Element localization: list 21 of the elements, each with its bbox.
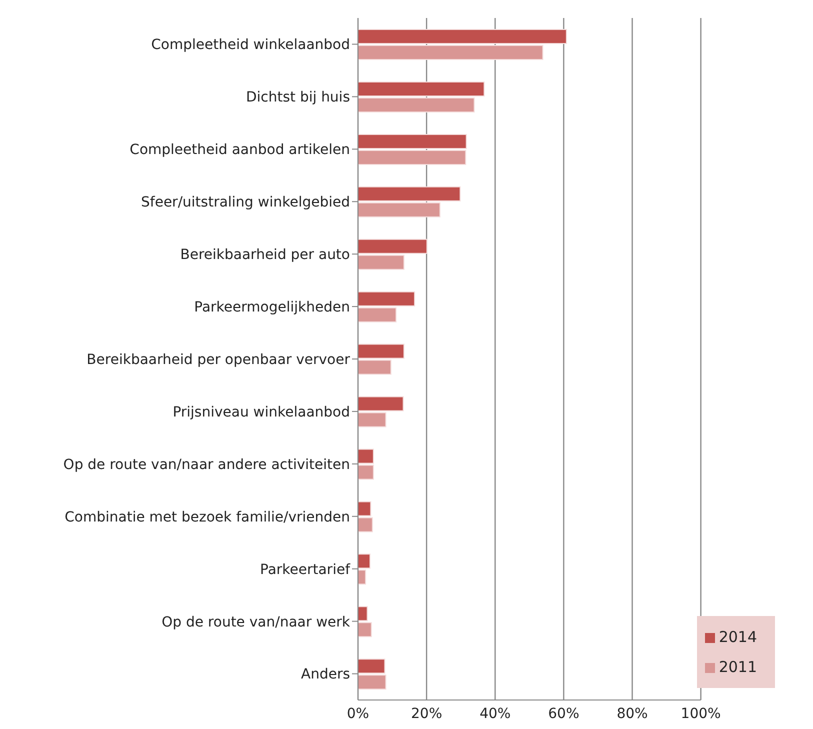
y-tick-label: Dichtst bij huis [246,90,350,106]
legend-label: 2011 [718,658,757,676]
y-tick-label: Anders [301,666,350,683]
y-tick-label: Parkeertarief [260,562,352,578]
x-tick-label: 0% [346,706,370,722]
legend-label: 2014 [718,628,757,646]
x-tick-label: 100% [680,706,721,722]
y-tick-label: Op de route van/naar andere activiteiten [63,456,350,473]
y-tick-label: Combinatie met bezoek familie/vrienden [64,509,350,526]
y-tick-label: Compleetheid aanbod artikelen [130,142,350,158]
x-tick-label: 80% [616,706,648,722]
x-tick-label: 60% [548,706,580,722]
y-tick-label: Bereikbaarheid per openbaar vervoer [86,352,350,368]
y-tick-label: Parkeermogelijkheden [194,300,350,316]
y-tick-label: Compleetheid winkelaanbod [151,37,350,54]
y-tick-label: Sfeer/uitstraling winkelgebied [141,194,350,211]
y-tick-label: Prijsniveau winkelaanbod [172,404,350,420]
x-tick-label: 40% [480,706,511,722]
x-tick-label: 20% [411,706,442,722]
y-tick-label: Bereikbaarheid per auto [180,247,350,264]
y-tick-label: Op de route van/naar werk [162,614,351,630]
